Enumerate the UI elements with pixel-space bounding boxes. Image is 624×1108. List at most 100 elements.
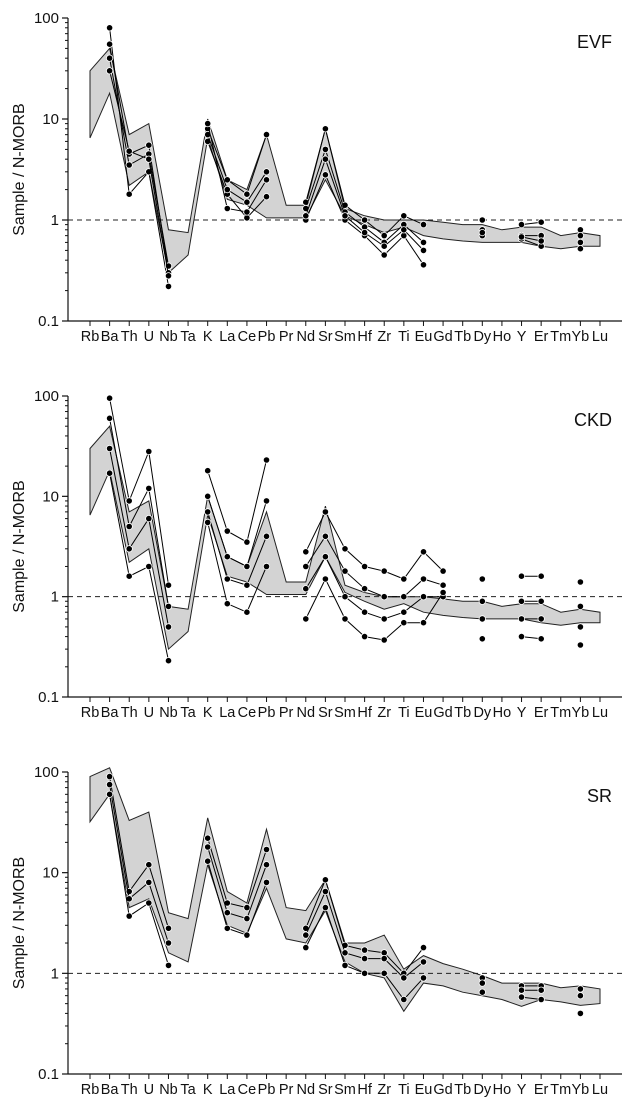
x-tick-label: Nd [296, 1082, 315, 1098]
x-tick-label: Zr [377, 1082, 391, 1098]
data-point [576, 602, 585, 611]
data-point [223, 575, 231, 583]
x-tick-label: Zr [377, 705, 391, 721]
data-point [537, 572, 545, 580]
series-line [109, 794, 169, 966]
x-tick-label: Ba [101, 329, 120, 345]
data-point [164, 602, 173, 611]
panel-label: CKD [574, 410, 612, 430]
data-point [360, 946, 369, 954]
x-tick-label: U [144, 1082, 154, 1098]
data-point [262, 562, 271, 571]
data-point [576, 232, 585, 240]
data-point [243, 190, 251, 198]
data-point [262, 176, 271, 184]
x-tick-label: Nb [159, 329, 178, 345]
data-point [321, 553, 329, 561]
y-tick-label: 1 [51, 212, 59, 229]
y-tick-label: 0.1 [38, 689, 59, 706]
data-point [400, 226, 408, 234]
data-point [576, 985, 585, 993]
data-point [537, 635, 545, 643]
data-point [145, 155, 153, 163]
panel-label: SR [587, 786, 612, 806]
data-point [106, 394, 114, 402]
y-tick-label: 10 [42, 111, 59, 128]
data-point [164, 282, 173, 290]
x-tick-label: Lu [592, 705, 608, 721]
y-tick-label: 0.1 [38, 1066, 59, 1083]
data-point [243, 208, 251, 216]
data-point [204, 518, 212, 527]
data-point [145, 878, 153, 887]
y-tick-label: 0.1 [38, 313, 59, 330]
series-4 [106, 67, 585, 280]
data-point [125, 190, 133, 198]
data-point [223, 553, 231, 561]
data-point [106, 790, 114, 798]
x-tick-label: Ta [180, 1082, 196, 1098]
data-point [400, 593, 408, 601]
series-line [305, 535, 444, 598]
data-point [125, 912, 133, 920]
data-point [302, 548, 310, 556]
data-point [341, 615, 349, 623]
x-tick-label: Ba [101, 705, 120, 721]
x-tick-label: Th [121, 1082, 138, 1098]
data-point [204, 834, 212, 842]
data-point [380, 954, 388, 963]
series-line [109, 784, 169, 944]
data-point [380, 242, 388, 250]
x-tick-label: K [203, 329, 213, 345]
data-point [419, 619, 428, 627]
data-point [204, 508, 212, 516]
chart-panel-ckd: 0.1 1 10 100 Rb Ba Th U Nb Ta K La Ce Pb Pr Nd Sr Sm Hf Zr T… [11, 388, 622, 721]
series-line [109, 418, 169, 607]
data-point [478, 216, 486, 224]
data-point [400, 619, 408, 627]
data-point [125, 887, 133, 896]
data-point [380, 232, 388, 240]
data-point [223, 909, 231, 917]
data-point [125, 161, 133, 169]
x-tick-label: Tm [550, 1082, 571, 1098]
data-point [164, 623, 173, 631]
data-point [517, 993, 526, 1001]
x-tick-label: K [203, 705, 213, 721]
data-point [478, 597, 486, 605]
data-point [302, 615, 310, 623]
data-point [360, 585, 369, 593]
series-line [109, 473, 169, 661]
data-point [400, 608, 408, 616]
data-point [419, 974, 428, 982]
data-point [145, 562, 153, 571]
x-tick-label: Rb [81, 705, 100, 721]
y-tick-label: 1 [51, 589, 59, 606]
series-line [207, 128, 267, 196]
data-point [204, 131, 212, 139]
data-point [262, 845, 271, 854]
data-point [321, 145, 329, 153]
data-point [537, 237, 545, 245]
data-point [321, 876, 329, 884]
x-tick-label: Ho [493, 1082, 512, 1098]
data-point [106, 67, 114, 75]
data-point [576, 245, 585, 253]
series-3 [106, 444, 585, 631]
series-line [207, 838, 267, 909]
series-1 [106, 772, 585, 993]
data-point [262, 131, 271, 139]
data-point [517, 615, 526, 623]
data-point [360, 229, 369, 237]
x-tick-label: Hf [357, 1082, 372, 1098]
series-line [207, 496, 267, 568]
data-point [517, 233, 526, 241]
series-line [207, 459, 267, 543]
x-tick-label: K [203, 1082, 213, 1098]
data-point [478, 988, 486, 996]
x-tick-label: U [144, 705, 154, 721]
panel-label: EVF [577, 32, 612, 52]
data-point [576, 1009, 585, 1018]
data-point [341, 593, 349, 601]
x-tick-label: Sm [334, 1082, 356, 1098]
